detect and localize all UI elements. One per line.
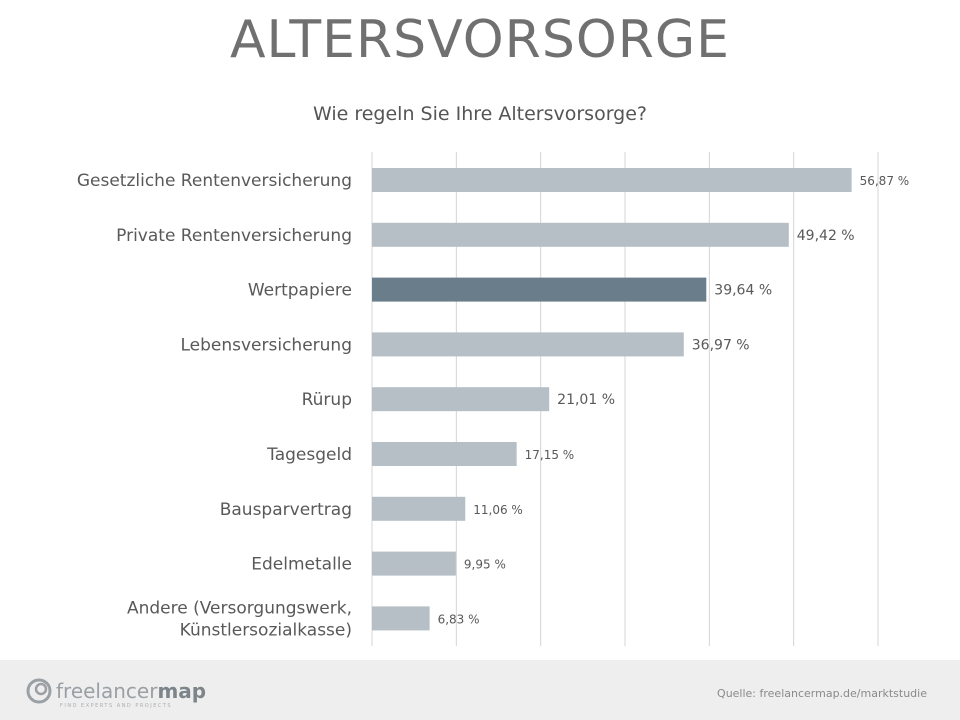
bar: [372, 551, 456, 576]
category-label-line: Wertpapiere: [248, 281, 352, 301]
value-label: 49,42 %: [797, 228, 855, 244]
category-label-line: Künstlersozialkasse): [180, 620, 352, 640]
category-label-line: Private Rentenversicherung: [116, 226, 352, 246]
category-label: Lebensversicherung: [180, 335, 352, 355]
logo-wordmark: freelancermap: [56, 679, 206, 703]
category-labels: Gesetzliche Rentenversicherung Private Re…: [77, 171, 352, 640]
chart-subtitle: Wie regeln Sie Ihre Altersvorsorge?: [312, 103, 648, 125]
bar: [372, 606, 430, 631]
category-label-line: Rürup: [302, 390, 352, 410]
category-label: Gesetzliche Rentenversicherung: [77, 171, 352, 191]
category-label: Rürup: [302, 390, 352, 410]
bar: [372, 387, 550, 412]
value-label: 21,01 %: [557, 392, 615, 408]
category-label: Andere (Versorgungswerk, Künstlersozialka…: [127, 598, 352, 640]
bar-chart: Gesetzliche Rentenversicherung Private Re…: [77, 152, 910, 646]
bar: [372, 277, 707, 302]
bars: [372, 168, 852, 631]
logo-text-bold: map: [157, 679, 207, 703]
logo-tagline: FIND EXPERTS AND PROJECTS: [60, 703, 173, 709]
category-label: Edelmetalle: [251, 555, 352, 575]
category-label-line: Lebensversicherung: [180, 335, 352, 355]
category-label-line: Gesetzliche Rentenversicherung: [77, 171, 352, 191]
value-label: 39,64 %: [714, 283, 772, 299]
value-label: 6,83 %: [438, 612, 480, 626]
category-label: Tagesgeld: [266, 445, 352, 465]
bar: [372, 222, 789, 247]
value-label: 11,06 %: [473, 503, 523, 517]
bar: [372, 442, 517, 466]
value-label: 17,15 %: [525, 448, 575, 462]
logo-mark-icon: [26, 678, 52, 704]
value-label: 36,97 %: [692, 337, 750, 353]
source-note: Quelle: freelancermap.de/marktstudie: [717, 687, 927, 700]
bar: [372, 496, 466, 521]
value-label: 56,87 %: [860, 174, 910, 188]
logo-text-light: freelancer: [56, 679, 158, 703]
footer: freelancermap FIND EXPERTS AND PROJECTS …: [0, 660, 960, 720]
category-label-line: Edelmetalle: [251, 555, 352, 575]
value-label: 9,95 %: [464, 558, 506, 572]
bar: [372, 332, 684, 357]
page-title: ALTERSVORSORGE: [229, 10, 731, 70]
category-label-line: Bausparvertrag: [220, 500, 352, 520]
value-labels: 56,87 % 49,42 % 39,64 % 36,97 % 21,01 % 17,15…: [438, 174, 910, 626]
category-label: Wertpapiere: [248, 281, 352, 301]
bar: [372, 168, 852, 192]
category-label-line: Tagesgeld: [266, 445, 352, 465]
category-label: Private Rentenversicherung: [116, 226, 352, 246]
category-label-line: Andere (Versorgungswerk,: [127, 598, 352, 618]
category-label: Bausparvertrag: [220, 500, 352, 520]
